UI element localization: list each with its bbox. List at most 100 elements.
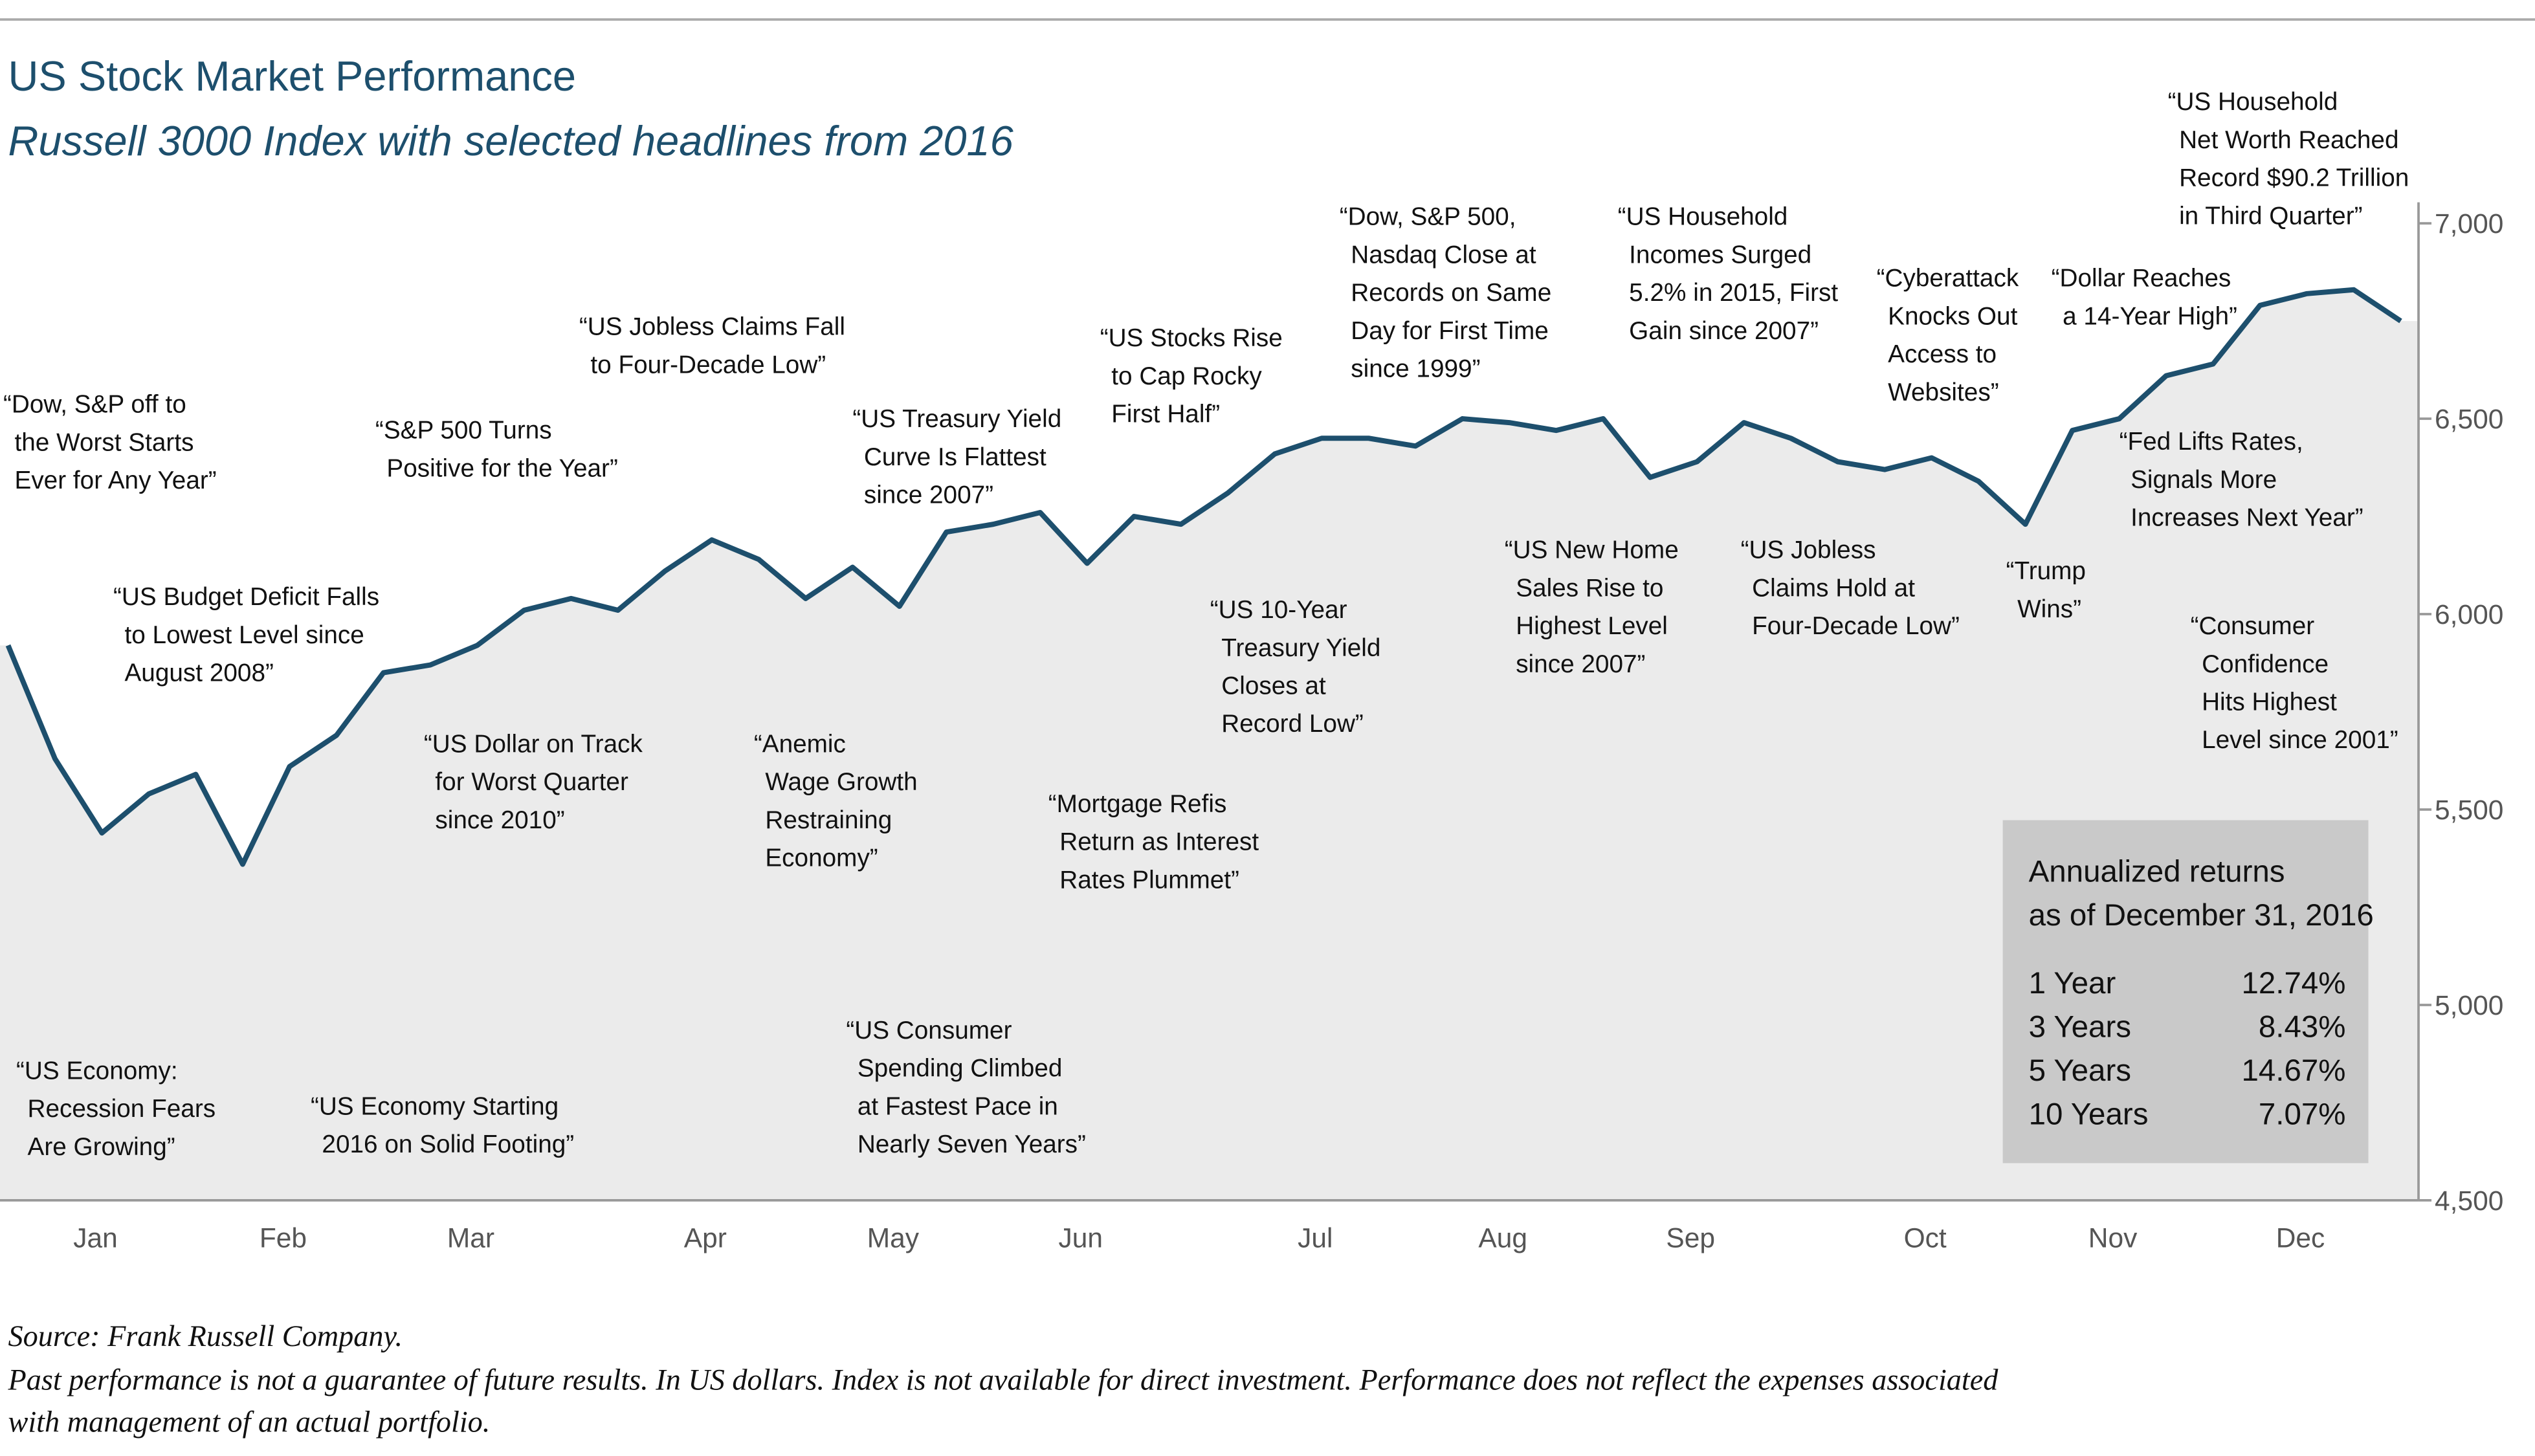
headline: to Cap Rocky [1111,362,1262,390]
x-tick-label: Mar [447,1223,494,1253]
note-line: Past performance is not a guarantee of f… [7,1363,1998,1396]
headline: in Third Quarter” [2179,202,2362,230]
headline: Four-Decade Low” [1752,612,1960,640]
headline: Level since 2001” [2202,726,2398,754]
y-tick-label: 4,500 [2435,1186,2503,1217]
table-label: 5 Years [2029,1053,2131,1088]
index-line [5,287,2402,867]
table-title: as of December 31, 2016 [2029,898,2374,932]
headline: “US Treasury Yield [852,405,1061,433]
note-line: with management of an actual portfolio. [8,1406,490,1439]
y-tick-label: 6,500 [2435,404,2503,435]
chart-title: US Stock Market Performance [8,52,576,100]
headline: “Cyberattack [1877,265,2019,292]
headline: for Worst Quarter [435,768,628,796]
headline: “US Dollar on Track [424,730,643,758]
headline: “US Household [1618,203,1788,231]
x-tick-label: Jan [73,1223,118,1253]
headline: Signals More [2131,466,2277,494]
headline: Recession Fears [27,1095,216,1123]
headline: Wage Growth [765,768,917,796]
headline: “US New Home [1505,536,1679,564]
headline: to Four-Decade Low” [590,351,826,379]
headline: Ever for Any Year” [14,467,216,494]
headline: “US Consumer [846,1017,1012,1044]
headline: “US Household [2168,88,2338,116]
headline: Positive for the Year” [386,454,617,482]
table-label: 1 Year [2029,966,2116,1000]
headline: Records on Same [1351,279,1551,307]
headline: First Half” [1111,401,1220,428]
headline: since 2007” [864,481,993,509]
headline: Knocks Out [1888,302,2017,330]
headline: “Consumer [2191,612,2315,640]
source: Source: Frank Russell Company. [8,1320,403,1353]
headline: “US Budget Deficit Falls [113,583,379,611]
headline: Record $90.2 Trillion [2179,164,2409,192]
headline: since 2007” [1516,650,1645,678]
table-value: 14.67% [2241,1053,2345,1088]
headline: Net Worth Reached [2179,126,2398,154]
headline: “Dollar Reaches [2052,265,2231,292]
headline: 5.2% in 2015, First [1629,279,1838,307]
headline: Return as Interest [1059,828,1259,856]
returns-box [2002,820,2369,1164]
x-tick-label: Nov [2088,1223,2138,1253]
headline: Treasury Yield [1221,634,1380,662]
headline: “Dow, S&P 500, [1340,203,1516,231]
headline: since 2010” [435,806,564,834]
headline: Highest Level [1516,612,1668,640]
table-value: 8.43% [2259,1009,2346,1044]
y-tick-label: 5,000 [2435,991,2503,1021]
headline: a 14-Year High” [2063,302,2237,330]
table-value: 7.07% [2259,1097,2346,1131]
x-tick-label: Jul [1298,1223,1333,1253]
headline: “US Jobless [1741,536,1876,564]
y-tick-label: 7,000 [2435,209,2503,239]
headline: “Fed Lifts Rates, [2120,428,2303,456]
headline: Increases Next Year” [2131,504,2363,532]
area-fill [0,289,2419,1200]
headline: Nearly Seven Years” [858,1131,1086,1158]
y-tick-label: 6,000 [2435,600,2503,630]
headline: Curve Is Flattest [864,443,1046,471]
headline: Incomes Surged [1629,241,1811,269]
table-label: 10 Years [2029,1097,2149,1131]
chart-subtitle: Russell 3000 Index with selected headlin… [8,117,1013,164]
headline: Hits Highest [2202,689,2337,716]
x-tick-label: Apr [684,1223,727,1253]
table-title: Annualized returns [2029,854,2285,888]
headline: Access to [1888,340,1997,368]
headline: Economy” [765,844,878,872]
headline: Record Low” [1221,710,1364,738]
headline: “US Jobless Claims Fall [579,313,845,341]
headline: Restraining [765,806,892,834]
table-label: 3 Years [2029,1009,2131,1044]
headline: Spending Climbed [858,1055,1063,1083]
x-tick-label: Aug [1478,1223,1527,1253]
headline: “US 10-Year [1210,596,1347,624]
headline: to Lowest Level since [124,621,364,649]
x-tick-label: Oct [1904,1223,1947,1253]
table-value: 12.74% [2241,966,2345,1000]
x-tick-label: Sep [1666,1223,1715,1253]
headline: August 2008” [124,659,273,687]
headline: Day for First Time [1351,317,1549,345]
x-tick-label: Jun [1059,1223,1103,1253]
x-tick-label: Dec [2276,1223,2325,1253]
headline: “S&P 500 Turns [375,417,552,445]
headline: “US Economy Starting [311,1092,559,1120]
headline: Rates Plummet” [1059,866,1239,894]
headline: Gain since 2007” [1629,317,1819,345]
headline: Claims Hold at [1752,574,1915,602]
headline: Closes at [1221,672,1326,700]
headline: Nasdaq Close at [1351,241,1536,269]
headline: “US Stocks Rise [1100,324,1283,352]
plot-area: 4,500 5,000 5,500 6,000 6,500 7,000 Jan Feb Mar A… [0,88,2503,1253]
y-tick-label: 5,500 [2435,795,2503,826]
headline: “Mortgage Refis [1048,790,1227,818]
headline: since 1999” [1351,355,1480,383]
headline: Wins” [2017,595,2081,623]
headline: “Trump [2006,557,2086,585]
